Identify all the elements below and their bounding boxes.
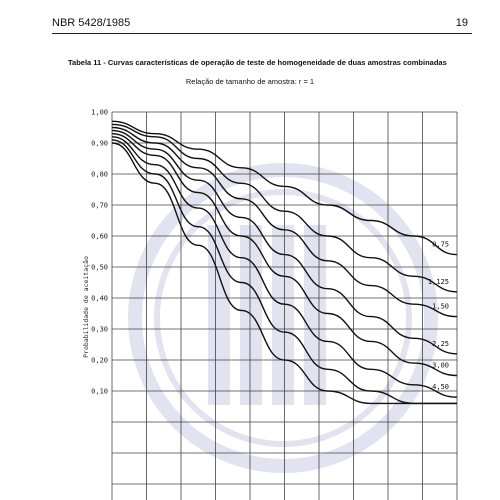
table-caption: Tabela 11 - Curvas características de op…: [68, 58, 447, 67]
curve-label: 3,00: [432, 362, 449, 370]
curves: [111, 120, 458, 405]
grid: [111, 111, 458, 500]
curve-label: 2,25: [432, 340, 449, 348]
standard-header: NBR 5428/1985: [52, 17, 131, 29]
curve-line: [111, 133, 458, 377]
curve-line: [111, 123, 458, 293]
y-tick-label: 0,70: [91, 202, 108, 210]
curve-line: [111, 129, 458, 355]
y-tick-label: 1,00: [91, 109, 108, 117]
curve-line: [111, 126, 458, 318]
y-tick-label: 0,80: [91, 171, 108, 179]
page-number: 19: [455, 17, 468, 29]
y-axis-ticks: 1,00 0,90 0,80 0,70 0,60 0,50 0,40 0,30 0,20 0,10: [91, 109, 108, 396]
chart-subtitle: Relação de tamanho de amostra: r = 1: [185, 77, 315, 86]
y-tick-label: 0,60: [91, 233, 108, 241]
curve-label: 0,75: [432, 241, 449, 249]
y-tick-label: 0,20: [91, 357, 108, 365]
curve-line: [111, 142, 457, 405]
y-tick-label: 0,10: [91, 388, 108, 396]
y-tick-label: 0,90: [91, 140, 108, 148]
curve-line: [111, 120, 458, 256]
y-tick-label: 0,30: [91, 326, 108, 334]
y-tick-label: 0,50: [91, 264, 108, 272]
y-axis-label: Probabilidade de aceitação: [82, 256, 90, 358]
curve-label: 4,50: [432, 383, 449, 391]
curve-labels: 0,75 1,125 1,50 2,25 3,00 4,50: [428, 241, 449, 392]
header-rule: [52, 33, 472, 34]
curve-label: 1,50: [432, 303, 449, 311]
curve-label: 1,125: [428, 278, 449, 286]
y-tick-label: 0,40: [91, 295, 108, 303]
curve-line: [111, 139, 457, 405]
curve-line: [111, 136, 458, 398]
